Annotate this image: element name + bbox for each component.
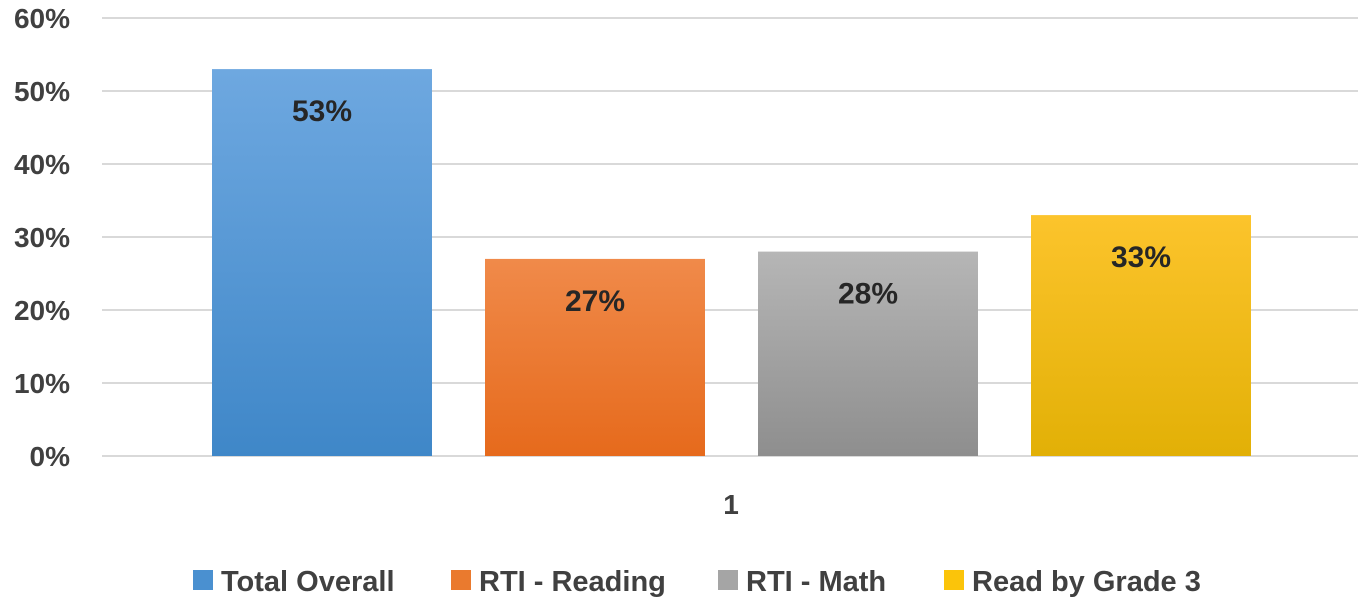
y-tick-label: 40%: [14, 149, 70, 180]
bar-read-by-grade-3: [1031, 215, 1251, 456]
bar-rti-math: [758, 251, 978, 456]
y-tick-label: 10%: [14, 368, 70, 399]
data-labels: 53% 27% 28% 33%: [292, 95, 1171, 318]
legend-swatch: [451, 570, 471, 590]
legend-label: RTI - Reading: [479, 566, 666, 598]
x-axis: 1: [723, 489, 739, 520]
data-label: 28%: [838, 278, 898, 311]
y-tick-label: 60%: [14, 3, 70, 34]
data-label: 53%: [292, 95, 352, 128]
bar-rti-reading: [485, 258, 705, 456]
legend-label: Read by Grade 3: [972, 566, 1201, 598]
legend-label: Total Overall: [221, 566, 395, 598]
y-tick-label: 50%: [14, 76, 70, 107]
legend: Total Overall RTI - Reading RTI - Math Read…: [193, 566, 1201, 598]
bars: [212, 69, 1251, 456]
legend-swatch: [193, 570, 213, 590]
y-tick-label: 0%: [30, 441, 71, 472]
y-tick-label: 30%: [14, 222, 70, 253]
legend-label: RTI - Math: [746, 566, 886, 598]
y-tick-label: 20%: [14, 295, 70, 326]
x-category-label: 1: [723, 489, 739, 520]
legend-swatch: [718, 570, 738, 590]
y-axis: 0% 10% 20% 30% 40% 50% 60%: [14, 3, 70, 472]
legend-swatch: [944, 570, 964, 590]
data-label: 33%: [1111, 241, 1171, 274]
data-label: 27%: [565, 285, 625, 318]
bar-total-overall: [212, 69, 432, 456]
